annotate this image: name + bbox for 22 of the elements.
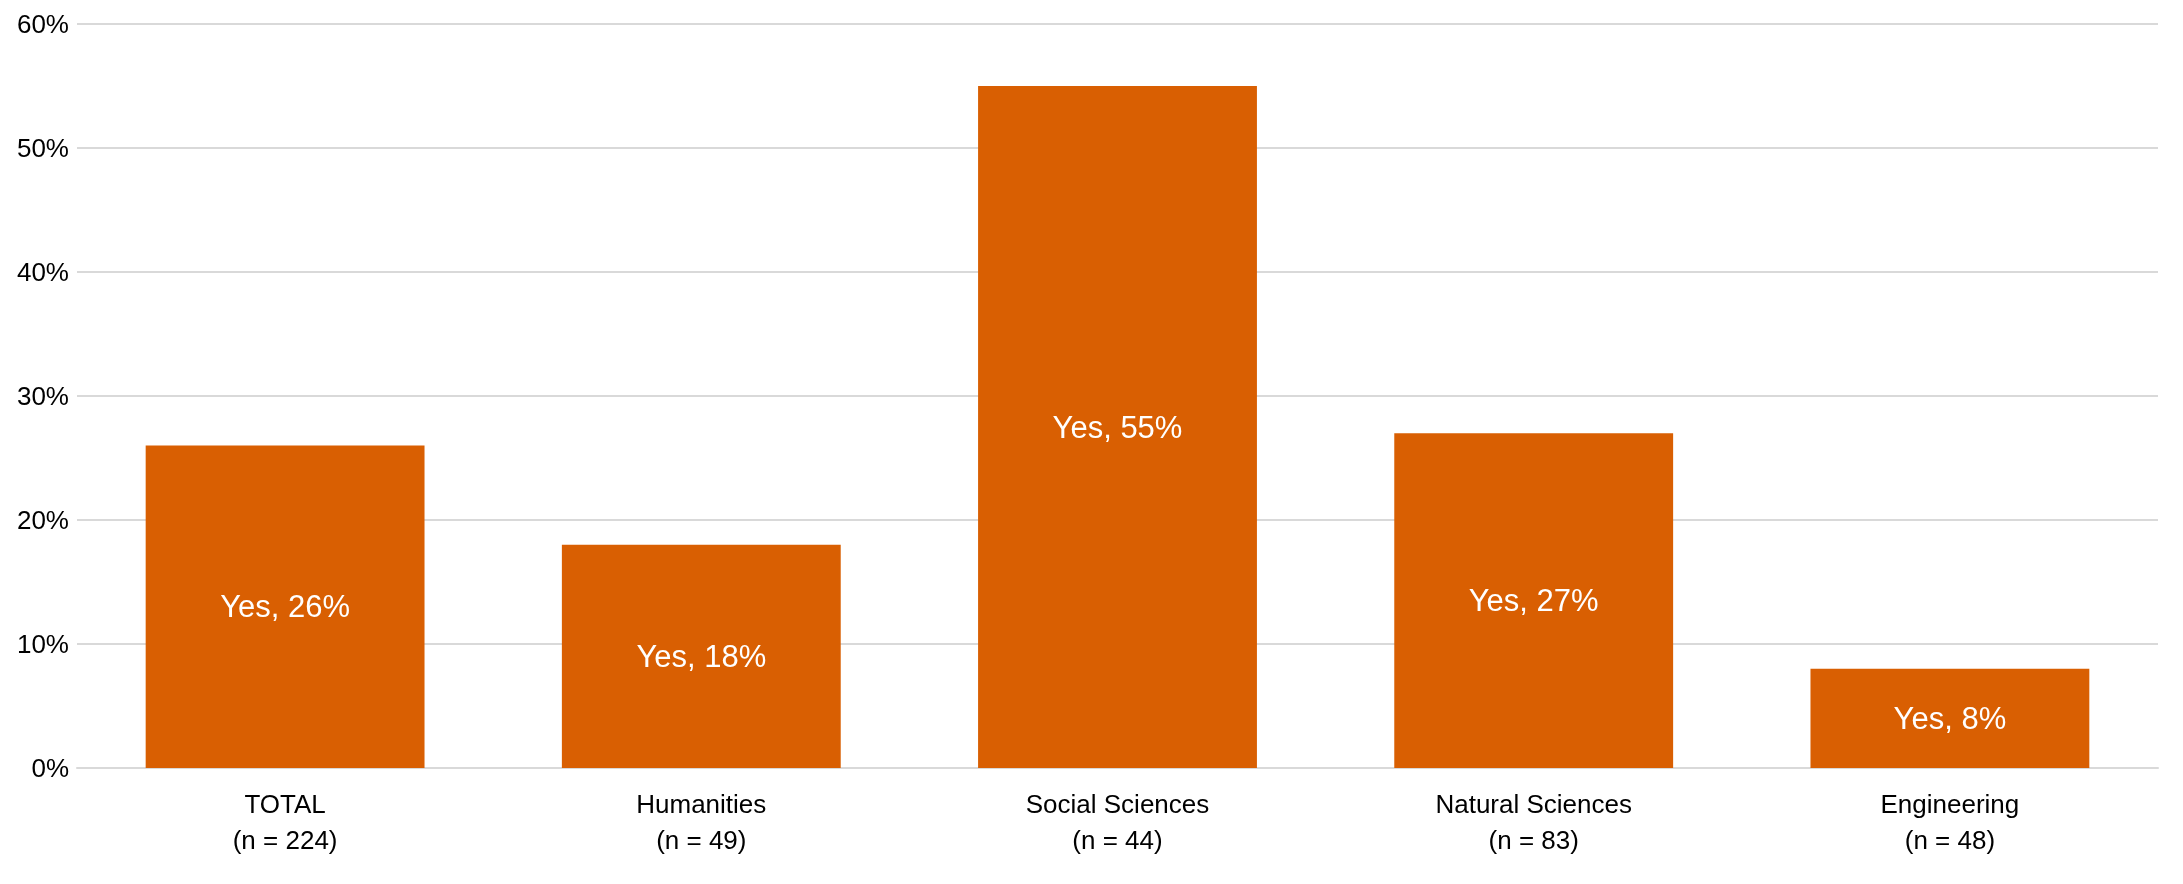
x-tick-label: TOTAL (n = 224) [232,789,338,855]
data-label: Yes, 55% [1052,409,1183,445]
bar [561,544,841,768]
x-tick-label: Humanities (n = 49) [636,789,767,855]
y-tick-label: 30% [16,381,69,411]
y-tick-label: 50% [16,133,69,163]
bar [1810,668,2090,768]
y-tick-label: 40% [16,257,69,287]
y-tick-label: 20% [16,505,69,535]
y-tick-label: 0% [31,753,69,783]
data-label: Yes, 8% [1893,700,2007,736]
x-tick-label: Social Sciences (n = 44) [1025,789,1210,855]
y-tick-label: 60% [16,9,69,39]
data-label: Yes, 27% [1468,583,1599,619]
y-tick-label: 10% [16,629,69,659]
data-label: Yes, 18% [636,638,767,674]
x-tick-label: Engineering (n = 48) [1880,789,2020,855]
x-tick-label: Natural Sciences (n = 83) [1435,789,1632,855]
bar [1394,433,1674,768]
bar [145,445,425,768]
bar [978,86,1257,768]
data-label: Yes, 26% [220,589,351,625]
